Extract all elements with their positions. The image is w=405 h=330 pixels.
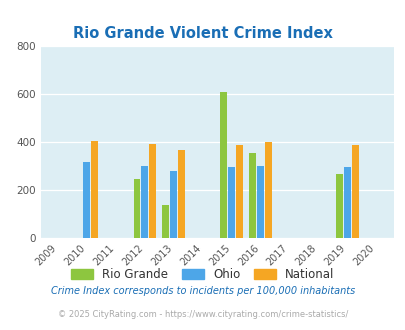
Bar <box>335 174 342 238</box>
Bar <box>91 141 98 238</box>
Bar <box>133 179 140 238</box>
Bar <box>351 146 358 238</box>
Bar <box>141 166 148 238</box>
Text: Crime Index corresponds to incidents per 100,000 inhabitants: Crime Index corresponds to incidents per… <box>51 286 354 296</box>
Bar <box>235 146 242 238</box>
Bar <box>220 92 227 238</box>
Bar <box>249 153 256 238</box>
Bar <box>178 150 185 238</box>
Bar <box>228 167 234 238</box>
Bar <box>264 142 271 238</box>
Bar <box>170 171 177 238</box>
Text: Rio Grande Violent Crime Index: Rio Grande Violent Crime Index <box>73 25 332 41</box>
Bar <box>256 166 264 238</box>
Bar <box>149 144 156 238</box>
Text: © 2025 CityRating.com - https://www.cityrating.com/crime-statistics/: © 2025 CityRating.com - https://www.city… <box>58 310 347 319</box>
Bar <box>83 162 90 238</box>
Legend: Rio Grande, Ohio, National: Rio Grande, Ohio, National <box>66 263 339 286</box>
Bar <box>343 167 350 238</box>
Bar <box>162 205 169 238</box>
